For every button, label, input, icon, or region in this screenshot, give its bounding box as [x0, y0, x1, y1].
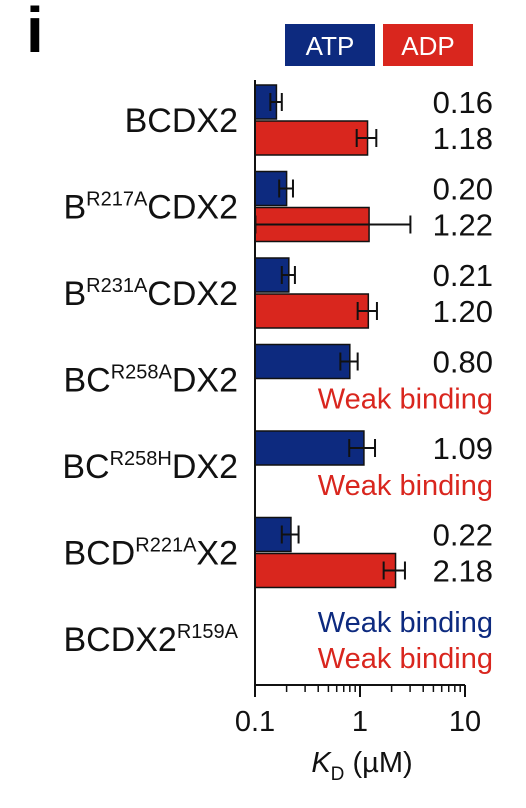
category-label-base: BCDX2: [63, 621, 176, 659]
legend-label-atp: ATP: [306, 31, 355, 61]
category-label-mutation: R217A: [86, 189, 148, 211]
category-label: BCR258HDX2: [62, 448, 238, 486]
value-label-atp: 0.20: [433, 172, 493, 207]
category-label: BCDX2R159A: [63, 621, 238, 659]
category-label-base: BC: [62, 448, 109, 486]
legend-swatch-atp: [285, 24, 375, 66]
bar-atp: [254, 430, 365, 466]
value-label-adp: 1.18: [433, 121, 493, 156]
value-label-atp: 0.16: [433, 85, 493, 120]
legend-swatch-adp: [383, 24, 473, 66]
value-label-atp: 0.22: [433, 518, 493, 553]
bar-atp: [254, 343, 351, 380]
category-label-tail: DX2: [172, 362, 238, 400]
category-label-base: B: [63, 189, 86, 227]
x-tick-label: 1: [352, 706, 368, 738]
weak-binding-label-atp: Weak binding: [318, 607, 493, 639]
category-label: BCDX2: [125, 102, 238, 140]
x-ticks: 0.1 1 10: [235, 685, 481, 738]
bars: [254, 84, 412, 589]
value-label-atp: 1.09: [433, 431, 493, 466]
x-axis-label-k: K: [311, 747, 332, 779]
category-label: BR231ACDX2: [63, 275, 238, 313]
category-label-tail: X2: [196, 535, 238, 573]
x-axis-label-sub: D: [331, 764, 345, 785]
value-label-adp: 2.18: [433, 554, 493, 589]
category-label-mutation: R231A: [86, 275, 148, 297]
weak-binding-label-adp: Weak binding: [318, 470, 493, 502]
category-label: BCR258ADX2: [63, 362, 238, 400]
category-label-base: BC: [63, 362, 110, 400]
category-label-base: BCD: [63, 535, 135, 573]
legend: ATP ADP: [285, 24, 473, 66]
panel-label: i: [26, 0, 44, 66]
weak-binding-label-adp: Weak binding: [318, 643, 493, 675]
x-tick-label: 10: [449, 706, 481, 738]
bar-adp: [254, 552, 397, 589]
value-label-adp: 1.22: [433, 208, 493, 243]
legend-label-adp: ADP: [401, 31, 454, 61]
category-label-base: B: [63, 275, 86, 313]
value-label-atp: 0.80: [433, 345, 493, 380]
category-label-base: BCDX2: [125, 102, 238, 140]
category-label-tail: DX2: [172, 448, 238, 486]
category-labels: BCDX2BR217ACDX2BR231ACDX2BCR258ADX2BCR25…: [62, 102, 238, 659]
value-label-adp: 1.20: [433, 294, 493, 329]
category-label-tail: CDX2: [147, 275, 238, 313]
bar-adp: [254, 120, 369, 156]
category-label: BCDR221AX2: [63, 535, 238, 573]
bar-adp: [254, 293, 370, 329]
category-label-mutation: R258H: [110, 448, 172, 470]
weak-binding-label-adp: Weak binding: [318, 384, 493, 416]
x-tick-label: 0.1: [235, 706, 275, 738]
category-label-mutation: R258A: [111, 362, 173, 384]
value-label-atp: 0.21: [433, 258, 493, 293]
x-axis-label-unit: (µM): [344, 747, 412, 779]
x-axis-label: KD (µM): [311, 747, 412, 785]
category-label-tail: CDX2: [147, 189, 238, 227]
category-label-mutation: R159A: [177, 621, 239, 643]
category-label: BR217ACDX2: [63, 189, 238, 227]
value-labels: 0.161.18 0.201.22 0.211.20 0.80 Weak binding…: [318, 85, 493, 675]
category-label-mutation: R221A: [135, 535, 197, 557]
